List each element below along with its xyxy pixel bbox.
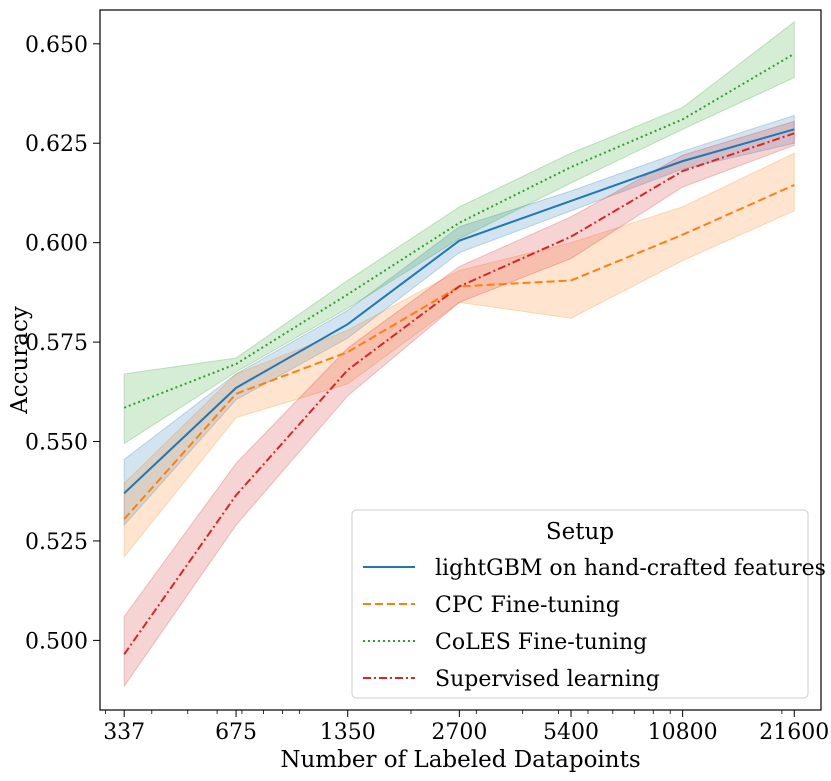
legend-items: lightGBM on hand-crafted features CPC Fin… [363, 556, 826, 692]
confidence-band-1 [123, 152, 795, 559]
legend-title: Setup [546, 519, 614, 545]
x-tick-label: 10800 [648, 720, 718, 745]
confidence-band-2 [123, 20, 795, 445]
y-tick-label: 0.650 [25, 33, 88, 58]
y-tick-label: 0.600 [25, 232, 88, 257]
y-tick-label: 0.525 [25, 530, 88, 555]
x-tick-label: 5400 [543, 720, 599, 745]
legend-label: CPC Fine-tuning [435, 593, 620, 618]
plot-frame [99, 9, 822, 711]
legend-label: lightGBM on hand-crafted features [435, 556, 826, 581]
confidence-band-3 [123, 120, 795, 688]
x-tick-label: 21600 [759, 720, 829, 745]
series-line-0 [123, 128, 795, 494]
series-lines [123, 52, 795, 655]
y-axis: 0.500 0.525 0.550 0.575 0.600 0.625 0.650 [25, 33, 100, 654]
legend-label: CoLES Fine-tuning [435, 630, 647, 655]
y-tick-label: 0.550 [25, 431, 88, 456]
series-line-1 [123, 184, 795, 520]
legend-label: Supervised learning [435, 667, 660, 692]
legend-box [351, 509, 809, 699]
x-tick-label: 2700 [431, 720, 487, 745]
y-tick-label: 0.625 [25, 132, 88, 157]
x-tick-label: 1350 [320, 720, 376, 745]
series-line-2 [123, 52, 795, 409]
y-tick-label: 0.500 [25, 629, 88, 654]
x-axis-label: Number of Labeled Datapoints [280, 747, 640, 773]
legend: Setup lightGBM on hand-crafted features C… [351, 509, 826, 699]
x-axis: 337 675 1350 2700 5400 10800 21600 [103, 710, 829, 745]
y-axis-label: Accuracy [7, 306, 33, 415]
y-tick-label: 0.575 [25, 331, 88, 356]
x-tick-label: 675 [215, 720, 257, 745]
series-line-3 [123, 132, 795, 655]
x-tick-label: 337 [103, 720, 145, 745]
